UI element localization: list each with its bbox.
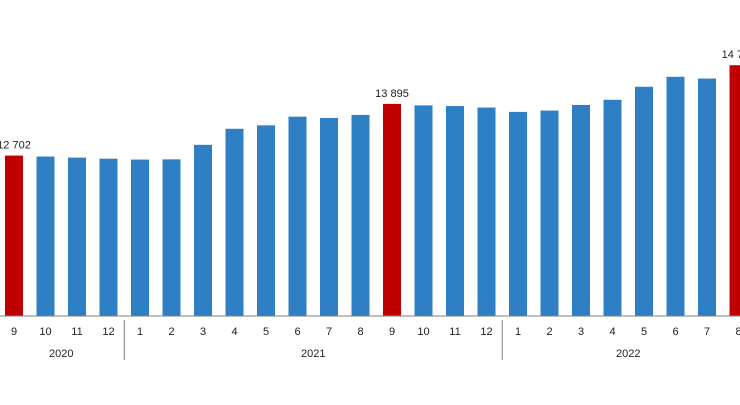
data-labels-layer: 12 702 13 895 14 787 bbox=[0, 49, 740, 151]
x-tick-label: 12 bbox=[102, 326, 114, 338]
x-tick-label: 11 bbox=[449, 326, 460, 338]
bar bbox=[604, 100, 622, 316]
bar bbox=[68, 158, 86, 316]
bar bbox=[635, 87, 653, 316]
year-group-label: 2021 bbox=[301, 348, 325, 360]
x-tick-label: 6 bbox=[294, 326, 300, 338]
bar bbox=[478, 108, 496, 316]
bar bbox=[289, 117, 307, 316]
bar bbox=[194, 145, 212, 316]
bar bbox=[163, 159, 181, 316]
x-tick-label: 3 bbox=[200, 326, 206, 338]
x-tick-label: 10 bbox=[417, 326, 429, 338]
data-label: 12 702 bbox=[0, 140, 31, 152]
x-tick-label: 12 bbox=[480, 326, 492, 338]
year-group-label: 2020 bbox=[49, 348, 73, 360]
x-tick-label: 9 bbox=[389, 326, 395, 338]
bar bbox=[352, 115, 370, 316]
x-tick-label: 8 bbox=[357, 326, 363, 338]
bar bbox=[509, 112, 527, 316]
x-tick-label: 7 bbox=[326, 326, 332, 338]
bar-highlighted bbox=[730, 65, 740, 316]
data-label: 13 895 bbox=[375, 88, 409, 100]
x-tick-label: 8 bbox=[735, 326, 740, 338]
bar bbox=[257, 125, 275, 316]
bar bbox=[446, 106, 464, 316]
x-tick-label: 7 bbox=[704, 326, 710, 338]
x-tick-label: 2 bbox=[168, 326, 174, 338]
x-tick-label: 6 bbox=[672, 326, 678, 338]
bar bbox=[667, 77, 685, 316]
bar bbox=[698, 79, 716, 316]
x-tick-label: 4 bbox=[609, 326, 615, 338]
bar bbox=[37, 157, 55, 316]
bar-highlighted bbox=[383, 104, 401, 316]
bar bbox=[572, 105, 590, 316]
year-group-label: 2022 bbox=[616, 348, 640, 360]
x-tick-label: 5 bbox=[263, 326, 269, 338]
bar bbox=[226, 129, 244, 316]
bar bbox=[320, 118, 338, 316]
x-tick-label: 1 bbox=[515, 326, 521, 338]
x-tick-label: 2 bbox=[546, 326, 552, 338]
bar bbox=[541, 111, 559, 316]
x-tick-label: 4 bbox=[231, 326, 237, 338]
bars-layer bbox=[5, 65, 740, 316]
x-tick-label: 10 bbox=[39, 326, 51, 338]
x-tick-label: 5 bbox=[641, 326, 647, 338]
bar-highlighted bbox=[5, 156, 23, 316]
data-label: 14 787 bbox=[722, 49, 740, 61]
x-tick-label: 1 bbox=[137, 326, 143, 338]
x-tick-label: 9 bbox=[11, 326, 17, 338]
bar bbox=[100, 159, 118, 316]
x-tick-label: 3 bbox=[578, 326, 584, 338]
bar bbox=[131, 160, 149, 316]
x-tick-label: 11 bbox=[71, 326, 82, 338]
bar bbox=[415, 105, 433, 316]
